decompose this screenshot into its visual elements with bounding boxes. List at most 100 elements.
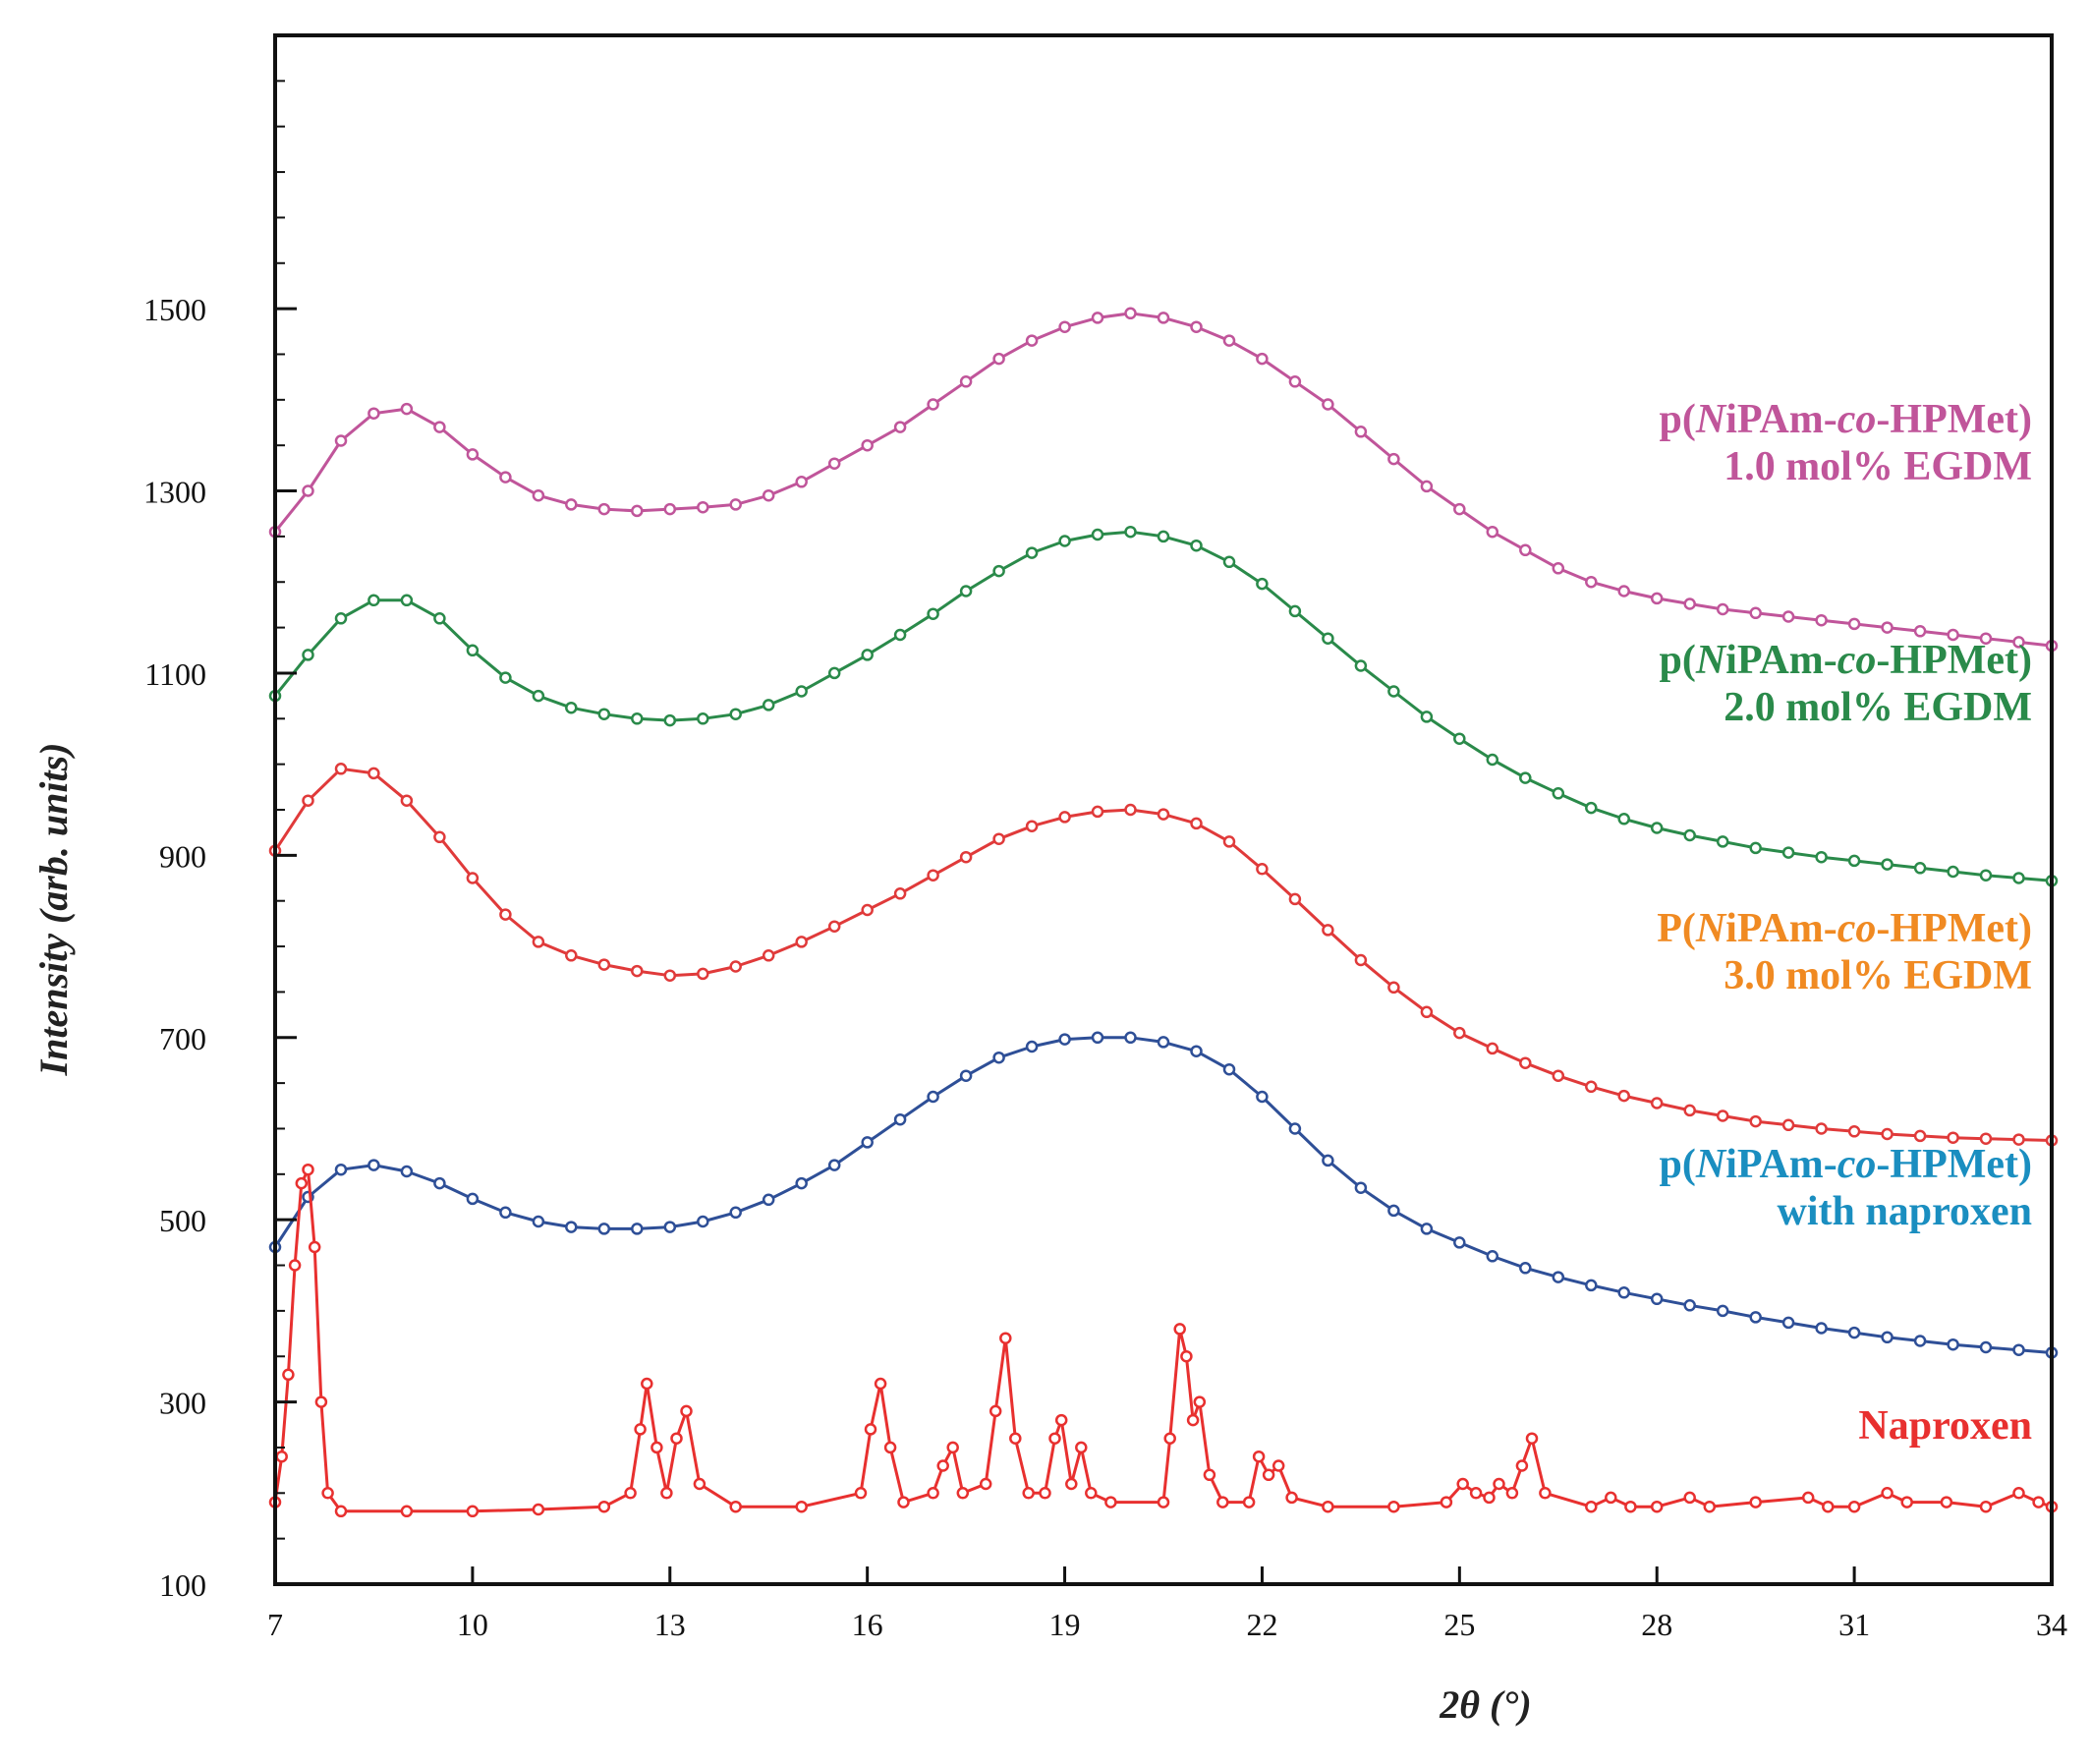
- data-point: [367, 767, 380, 780]
- y-tick-label: 700: [159, 1021, 206, 1056]
- data-point: [1881, 1331, 1893, 1344]
- data-point: [992, 352, 1005, 366]
- y-tick-label: 300: [159, 1386, 206, 1421]
- data-point: [1847, 854, 1861, 868]
- series-label-segment: Naproxen: [1858, 1403, 2032, 1449]
- data-point: [1025, 1040, 1039, 1053]
- data-point: [697, 967, 709, 981]
- series-label-segment: -HPMet): [1876, 906, 2032, 951]
- data-point: [979, 1477, 992, 1491]
- data-point: [1881, 1487, 1893, 1500]
- data-point: [1624, 1500, 1637, 1513]
- data-point: [936, 1459, 949, 1472]
- data-point: [1847, 1125, 1861, 1138]
- data-point: [1186, 1413, 1200, 1427]
- x-tick-label: 22: [1246, 1607, 1277, 1642]
- data-point: [308, 1240, 321, 1254]
- data-point: [992, 832, 1005, 845]
- series-label-segment: N: [1695, 397, 1727, 442]
- data-point: [641, 1377, 653, 1391]
- data-point: [1025, 334, 1039, 347]
- data-point: [1091, 805, 1104, 819]
- data-point: [1065, 1477, 1078, 1491]
- data-point: [1193, 1395, 1207, 1408]
- data-point: [1252, 1450, 1266, 1463]
- data-point: [795, 936, 808, 948]
- series-label-segment: N: [1695, 906, 1727, 951]
- data-point: [827, 1159, 841, 1171]
- data-point: [400, 594, 414, 607]
- data-point: [2012, 1487, 2025, 1500]
- data-point: [1716, 835, 1729, 848]
- data-point: [1104, 1496, 1117, 1508]
- data-point: [1940, 1496, 1953, 1508]
- series-label-segment: -HPMet): [1876, 1142, 2032, 1187]
- data-point: [2012, 872, 2025, 884]
- data-point: [295, 1176, 309, 1190]
- data-point: [1440, 1496, 1453, 1508]
- y-tick-label: 1100: [144, 656, 206, 692]
- data-point: [634, 1423, 647, 1436]
- data-point: [893, 1112, 907, 1126]
- data-point: [959, 1069, 973, 1082]
- data-point: [1354, 426, 1368, 438]
- data-point: [624, 1487, 637, 1500]
- data-point: [1124, 803, 1137, 817]
- data-point: [1222, 555, 1236, 569]
- data-point: [532, 936, 545, 948]
- data-point: [499, 471, 512, 484]
- data-point: [367, 594, 380, 607]
- data-point: [597, 958, 611, 971]
- data-point: [893, 628, 907, 642]
- data-point: [795, 476, 808, 488]
- data-point: [1222, 835, 1236, 848]
- data-point: [466, 872, 480, 884]
- data-point: [1585, 1279, 1598, 1292]
- data-point: [660, 1487, 673, 1500]
- data-point: [861, 438, 874, 452]
- ticks-layer: 7 10 13 16 19 22 25 28 31 34 100 300 500 700 900 1100 13…: [143, 80, 2067, 1642]
- data-point: [927, 607, 939, 620]
- data-point: [1157, 1496, 1170, 1508]
- data-point: [1058, 535, 1071, 547]
- data-point: [2012, 1133, 2025, 1146]
- data-point: [1650, 1097, 1664, 1110]
- data-point: [2032, 1496, 2045, 1508]
- data-point: [302, 484, 314, 497]
- data-point: [1617, 585, 1630, 597]
- data-point: [1420, 1005, 1434, 1019]
- data-point: [1801, 1491, 1815, 1505]
- data-point: [1650, 592, 1664, 605]
- series-5: [268, 1163, 2059, 1518]
- data-point: [1979, 1132, 1993, 1145]
- data-point: [1486, 1250, 1499, 1263]
- data-point: [532, 1503, 545, 1516]
- series-label-line: with naproxen: [1778, 1189, 2032, 1234]
- data-point: [1525, 1432, 1539, 1445]
- data-point: [1216, 1496, 1229, 1508]
- data-point: [956, 1487, 970, 1500]
- data-point: [1190, 1045, 1203, 1057]
- data-point: [1048, 1432, 1061, 1445]
- data-point: [1519, 543, 1532, 557]
- data-point: [433, 421, 446, 433]
- data-point: [1585, 1500, 1598, 1513]
- data-point: [992, 1051, 1005, 1064]
- series-label-segment: p(: [1660, 1142, 1696, 1187]
- data-point: [959, 585, 973, 597]
- data-point: [1322, 1154, 1334, 1167]
- x-tick-label: 31: [1838, 1607, 1870, 1642]
- data-point: [1157, 1036, 1170, 1049]
- data-point: [1913, 1129, 1927, 1143]
- data-point: [1322, 398, 1334, 411]
- data-point: [1881, 858, 1893, 871]
- data-point: [1058, 811, 1071, 824]
- data-point: [893, 887, 907, 900]
- data-point: [400, 1505, 414, 1518]
- data-point: [1242, 1496, 1256, 1508]
- data-point: [433, 830, 446, 844]
- data-point: [1847, 1326, 1861, 1339]
- y-axis-title: Intensity (arb. units): [31, 743, 76, 1077]
- data-point: [827, 666, 841, 680]
